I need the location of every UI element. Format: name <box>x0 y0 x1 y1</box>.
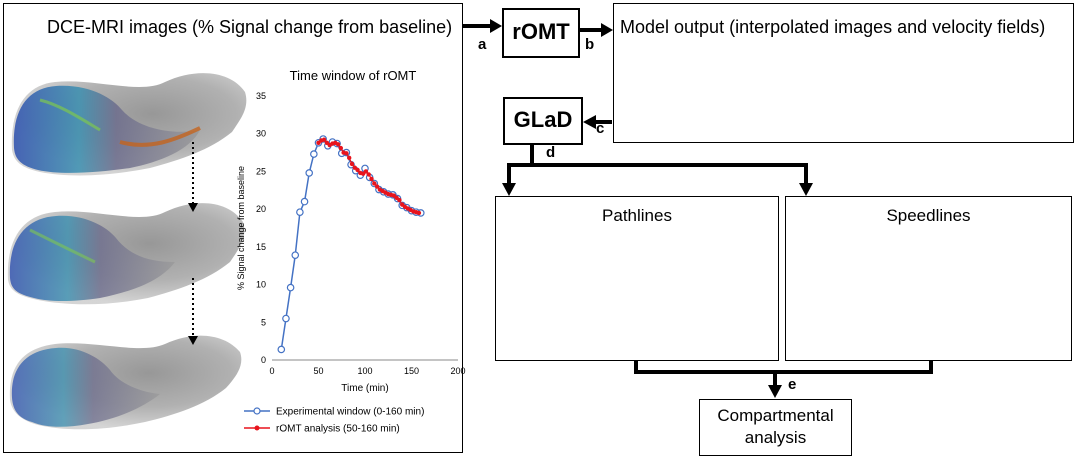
dotted-arrow-down-1 <box>188 142 198 212</box>
arrow-b <box>580 23 613 37</box>
x-tick-label: 100 <box>357 366 372 376</box>
romt-label: rOMT <box>512 19 570 44</box>
speedlines-title: Speedlines <box>886 206 971 225</box>
arrow-label-c: c <box>596 120 605 137</box>
time-window-chart: Time window of rOMT 0 50 100 150 200 0 5 10 15 20 2… <box>230 60 466 450</box>
y-tick-label: 15 <box>256 242 266 252</box>
arrow-label-d: d <box>546 144 556 161</box>
speedlines-panel <box>785 196 1072 361</box>
chart-title: Time window of rOMT <box>290 68 417 83</box>
series-line-1 <box>280 137 421 350</box>
data-point-romt <box>321 137 327 142</box>
x-axis-label: Time (min) <box>341 383 388 394</box>
glad-label: GLaD <box>513 107 573 132</box>
data-point-experimental <box>296 208 304 216</box>
arrow-c <box>583 115 612 129</box>
data-point-experimental <box>300 197 309 206</box>
dce-mri-title: DCE-MRI images (% Signal change from bas… <box>47 17 453 37</box>
x-tick-label: 50 <box>313 366 323 376</box>
arrow-label-a: a <box>478 36 487 53</box>
model-output-panel <box>613 3 1074 143</box>
arrow-label-e: e <box>788 376 797 393</box>
legend-swatch-marker <box>254 425 260 431</box>
data-point-romt <box>346 155 352 161</box>
arrow-d <box>502 145 813 196</box>
data-point-romt <box>338 145 344 151</box>
x-tick-label: 200 <box>450 366 465 376</box>
glad-box <box>503 97 583 145</box>
y-tick-label: 5 <box>261 317 266 327</box>
data-point-romt <box>372 181 377 186</box>
data-point-romt <box>344 151 349 156</box>
chart-svg: Time window of rOMT 0 50 100 150 200 0 5 10 15 20 2… <box>236 68 466 435</box>
x-tick-label: 0 <box>269 366 274 376</box>
data-point-romt <box>355 167 360 173</box>
data-point-experimental <box>282 314 290 323</box>
y-axis-label: % Signal change from baseline <box>236 166 246 290</box>
y-tick-label: 25 <box>256 166 266 176</box>
data-point-experimental <box>310 150 318 158</box>
arrow-label-b: b <box>585 36 595 53</box>
legend-label: Experimental window (0-160 min) <box>276 407 424 418</box>
legend-label: rOMT analysis (50-160 min) <box>276 424 400 435</box>
dotted-arrow-down-2 <box>188 278 198 345</box>
data-point-experimental <box>286 283 295 292</box>
data-point-romt <box>397 197 402 203</box>
pathlines-title: Pathlines <box>602 206 672 225</box>
x-tick-label: 150 <box>404 366 419 376</box>
data-point-experimental <box>305 169 314 177</box>
arrow-e <box>634 361 933 398</box>
legend-swatch-marker <box>253 407 261 415</box>
compartmental-line2: analysis <box>744 428 807 447</box>
data-point-experimental <box>291 251 300 259</box>
model-output-title: Model output (interpolated images and ve… <box>620 17 1046 37</box>
data-point-romt <box>374 184 380 189</box>
brain-image-3 <box>9 335 242 430</box>
pathlines-panel <box>495 196 779 361</box>
data-point-experimental <box>277 345 286 354</box>
data-point-romt <box>335 142 341 147</box>
romt-box <box>502 8 580 58</box>
y-tick-label: 0 <box>261 355 266 365</box>
data-point-romt <box>366 172 371 177</box>
y-tick-label: 10 <box>256 280 266 290</box>
compartmental-line1: Compartmental <box>717 406 834 425</box>
y-tick-label: 20 <box>256 204 266 214</box>
data-point-romt <box>363 169 369 174</box>
data-point-romt <box>369 176 374 182</box>
y-tick-label: 30 <box>256 129 266 139</box>
data-point-romt <box>416 210 422 216</box>
brain-image-2 <box>7 203 245 305</box>
data-point-romt <box>349 161 355 167</box>
arrow-a <box>463 19 502 33</box>
brain-image-1 <box>11 73 247 176</box>
y-tick-label: 35 <box>256 91 266 101</box>
